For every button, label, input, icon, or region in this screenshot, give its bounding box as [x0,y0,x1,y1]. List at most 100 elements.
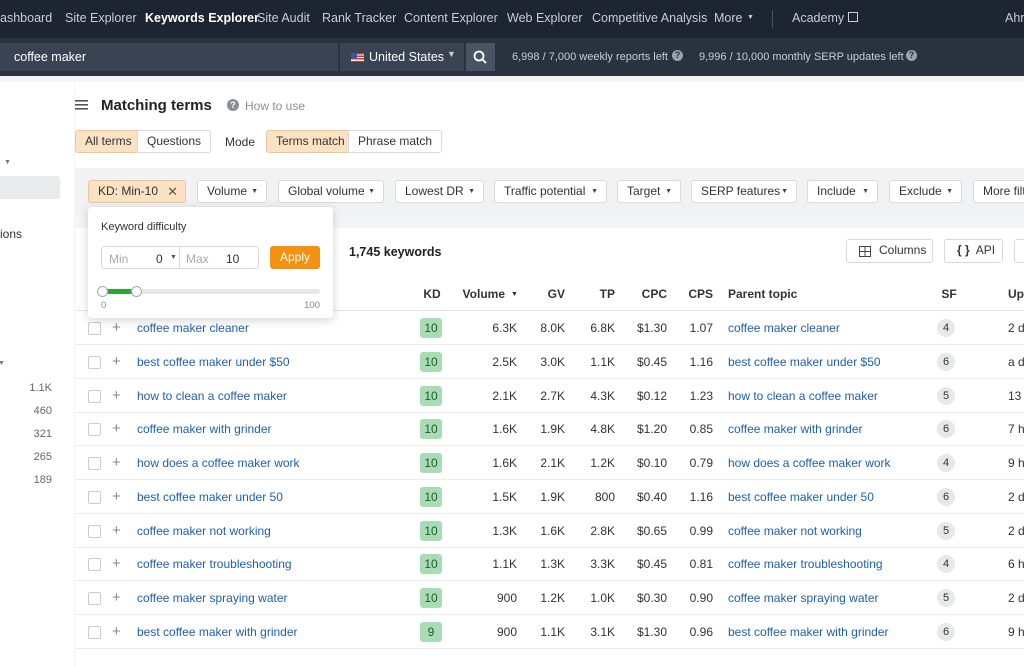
caret: ▼ [665,188,672,195]
filter-button[interactable]: Target ▼ [617,180,681,203]
filter-button[interactable]: Lowest DR ▼ [395,180,484,203]
parent-topic-link[interactable]: best coffee maker with grinder [728,624,889,639]
search-button[interactable] [466,43,495,71]
column-header[interactable]: SF [941,287,957,301]
nav-item[interactable]: Keywords Explorer [145,11,259,25]
parent-topic-link[interactable]: best coffee maker under 50 [728,489,874,504]
column-header[interactable]: GV [547,287,565,301]
checkbox[interactable] [88,322,101,335]
parent-topic-link[interactable]: coffee maker not working [728,523,862,538]
tab-terms-match[interactable]: Terms match [266,130,355,153]
add-icon[interactable]: + [112,555,121,573]
add-icon[interactable]: + [112,386,121,404]
cell: 3.3K [590,557,615,572]
checkbox[interactable] [88,355,101,369]
add-icon[interactable]: + [112,319,121,336]
slider-handle[interactable] [97,286,108,297]
keyword-link[interactable]: how to clean a coffee maker [137,388,287,403]
keyword-link[interactable]: best coffee maker with grinder [137,624,298,639]
filter-button[interactable]: Include ▼ [807,180,878,203]
columns-button[interactable]: Columns [846,239,933,263]
nav-item[interactable]: Competitive Analysis [592,11,708,25]
nav-item[interactable]: Content Explorer [404,11,498,25]
tab-phrase-match[interactable]: Phrase match [348,130,443,153]
filter-button[interactable]: Traffic potential ▼ [494,180,607,203]
checkbox[interactable] [88,592,101,605]
keyword-link[interactable]: coffee maker troubleshooting [137,557,292,572]
filter-button[interactable]: Volume ▼ [197,180,267,203]
keyword-link[interactable]: coffee maker spraying water [137,591,288,605]
nav-item[interactable]: Site Explorer [65,11,137,25]
nav-item[interactable]: Web Explorer [507,11,583,25]
search-icon [473,50,487,64]
checkbox[interactable] [88,524,101,538]
parent-topic-link[interactable]: best coffee maker under $50 [728,354,881,369]
parent-topic-link[interactable]: coffee maker spraying water [728,591,879,605]
nav-item[interactable]: Academy [792,11,845,25]
column-header[interactable]: Upd [1008,287,1024,301]
kd-badge: 10 [420,486,442,507]
cell: 0.81 [689,557,713,572]
column-header[interactable]: KD [423,287,441,301]
tab-all[interactable]: All terms [75,130,142,153]
checkbox[interactable] [88,457,101,470]
cell: a d [1008,354,1024,369]
external-icon [848,12,858,22]
min-input[interactable] [101,246,180,269]
filter-button[interactable]: Global volume ▼ [278,180,384,203]
column-header[interactable]: CPC [641,287,667,301]
keyword-link[interactable]: how does a coffee maker work [137,456,300,470]
column-header[interactable]: Volume [462,287,505,301]
filter-button[interactable]: Exclude ▼ [889,180,962,203]
nav-item[interactable]: Site Audit [257,11,310,25]
checkbox[interactable] [88,490,101,504]
nav-item[interactable]: More [714,11,743,25]
filter-button[interactable]: KD: Min-10 ✕ [88,180,186,203]
add-icon[interactable]: + [112,420,121,438]
api-button[interactable]: { } API [944,239,1003,263]
cell: 1.9K [540,422,565,437]
filter-button[interactable]: SERP features ▼ [691,180,797,203]
checkbox[interactable] [88,558,101,572]
keyword-link[interactable]: coffee maker with grinder [137,422,272,437]
filter-button[interactable]: More filt [973,180,1024,203]
add-icon[interactable]: + [112,589,121,606]
nav-item[interactable]: Rank Tracker [322,11,397,25]
slider-handle[interactable] [131,286,142,297]
remove-icon[interactable]: ✕ [167,184,178,199]
keyword-link[interactable]: best coffee maker under 50 [137,489,283,504]
parent-topic-link[interactable]: coffee maker with grinder [728,422,863,437]
apply-button[interactable]: Apply [270,246,320,269]
nav-item[interactable]: Dashboard [0,11,53,25]
parent-topic-link[interactable]: coffee maker cleaner [728,321,840,335]
cell: 0.96 [689,624,713,639]
search-input[interactable] [0,43,338,71]
help-link[interactable]: How to use [245,99,306,113]
keyword-link[interactable]: coffee maker not working [137,523,271,538]
checkbox[interactable] [88,625,101,639]
keyword-link[interactable]: best coffee maker under $50 [137,354,290,369]
add-icon[interactable]: + [112,352,121,370]
sf-badge: 4 [937,454,955,472]
checkbox[interactable] [88,389,101,403]
tab-questions[interactable]: Questions [137,130,212,153]
column-header[interactable]: TP [599,287,615,301]
cell: 1.07 [689,321,713,335]
column-header[interactable]: CPS [688,287,713,301]
add-icon[interactable]: + [112,521,121,539]
parent-topic-link[interactable]: coffee maker troubleshooting [728,557,883,572]
scale-max: 100 [304,300,320,311]
add-icon[interactable]: + [112,622,121,640]
column-header[interactable]: Parent topic [728,287,798,301]
checkbox[interactable] [88,423,101,437]
cell: 9 h [1008,624,1024,639]
max-input[interactable] [180,246,259,269]
keyword-link[interactable]: coffee maker cleaner [137,321,249,335]
caret: ▼ [781,188,788,195]
parent-topic-link[interactable]: how does a coffee maker work [728,456,891,470]
add-icon[interactable]: + [112,487,121,505]
add-icon[interactable]: + [112,454,121,471]
more-button[interactable] [1014,239,1024,263]
nav-item[interactable]: Ahre [1005,11,1024,25]
parent-topic-link[interactable]: how to clean a coffee maker [728,388,878,403]
